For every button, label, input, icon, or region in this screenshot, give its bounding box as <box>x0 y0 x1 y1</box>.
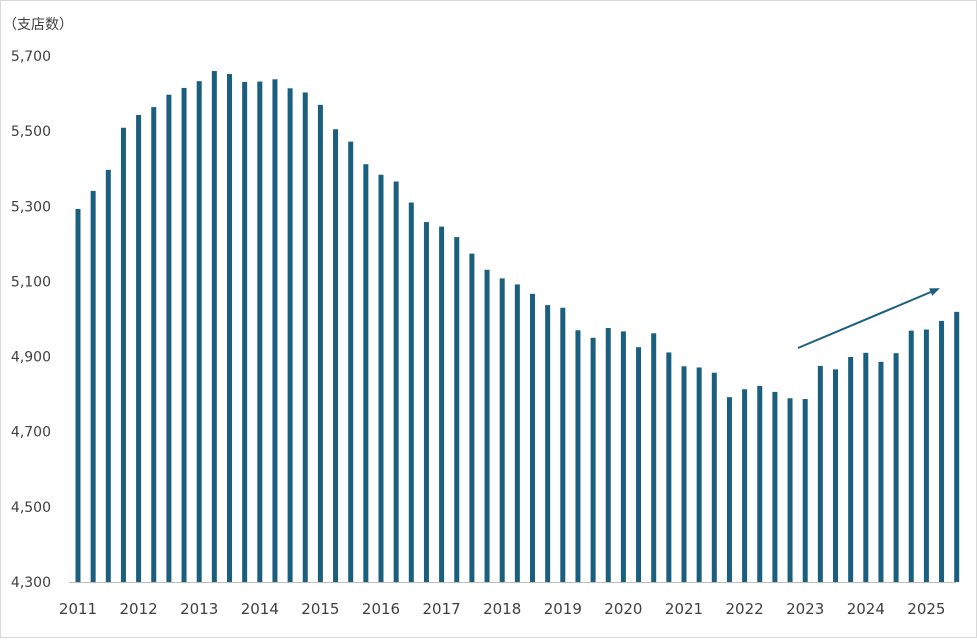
x-tick-label: 2020 <box>604 600 642 618</box>
bar <box>878 361 884 582</box>
x-tick-label: 2022 <box>726 600 764 618</box>
bar <box>787 398 793 582</box>
x-tick-label: 2019 <box>544 600 582 618</box>
bar <box>651 333 657 582</box>
bar <box>923 329 929 582</box>
bar <box>726 397 732 582</box>
x-tick-label: 2023 <box>786 600 824 618</box>
x-tick-label: 2012 <box>120 600 158 618</box>
y-tick-label: 4,500 <box>11 500 51 516</box>
y-tick-label: 5,700 <box>11 49 51 65</box>
y-tick-label: 4,300 <box>11 575 51 591</box>
bar <box>363 164 369 582</box>
bar <box>439 226 445 582</box>
bar <box>893 353 899 582</box>
bar <box>954 311 960 582</box>
bar <box>681 366 687 582</box>
bar <box>560 307 566 582</box>
bar <box>454 237 460 582</box>
bar <box>499 278 505 582</box>
bar <box>166 94 172 582</box>
x-tick-label: 2025 <box>907 600 945 618</box>
bar <box>742 389 748 582</box>
bar <box>514 284 520 582</box>
bar <box>833 369 838 582</box>
y-tick-label: 5,500 <box>11 124 51 140</box>
bar <box>348 141 354 582</box>
bar <box>423 222 429 582</box>
bar <box>848 356 854 582</box>
y-tick-label: 4,700 <box>11 425 51 441</box>
bar <box>151 107 157 582</box>
x-tick-label: 2013 <box>180 600 218 618</box>
bar <box>802 399 808 582</box>
bar <box>666 352 672 582</box>
bar <box>136 114 142 583</box>
bar <box>590 337 596 582</box>
bar <box>408 202 414 582</box>
x-tick-label: 2011 <box>59 600 97 618</box>
y-tick-label: 5,100 <box>11 274 51 290</box>
y-tick-label: 4,900 <box>11 350 51 366</box>
bar <box>484 269 490 582</box>
bar <box>90 190 96 582</box>
bar <box>696 367 702 582</box>
bar <box>545 305 551 582</box>
bar <box>772 391 778 582</box>
x-axis: 2011 2012 2013 2014 2015 2016 2017 2018 2019 2020… <box>59 600 946 618</box>
y-axis-unit-label: （支店数） <box>3 17 73 33</box>
bar <box>908 330 914 582</box>
bar <box>605 328 611 582</box>
bar <box>196 81 202 583</box>
bar <box>636 347 642 582</box>
bar <box>863 352 869 582</box>
x-tick-label: 2015 <box>301 600 339 618</box>
bar <box>75 208 81 583</box>
bar <box>317 104 323 582</box>
bar <box>817 365 823 582</box>
bar <box>287 88 293 582</box>
bar <box>302 92 308 582</box>
x-tick-label: 2021 <box>665 600 703 618</box>
bar <box>393 181 399 583</box>
bar <box>530 293 535 582</box>
bar <box>575 330 581 582</box>
bar <box>378 174 384 583</box>
bar <box>120 127 126 582</box>
bar-series <box>75 71 960 583</box>
bar <box>333 129 339 582</box>
x-tick-label: 2018 <box>483 600 521 618</box>
trend-arrow <box>797 288 940 349</box>
bar <box>272 79 278 582</box>
bar <box>620 331 626 582</box>
x-tick-label: 2014 <box>241 600 279 618</box>
bar <box>181 87 187 582</box>
bar <box>257 81 263 583</box>
bar <box>757 385 763 582</box>
bar <box>469 253 475 582</box>
bar <box>105 169 111 582</box>
bar <box>227 74 232 582</box>
x-tick-label: 2024 <box>847 600 885 618</box>
bar <box>211 71 217 582</box>
x-tick-label: 2017 <box>423 600 461 618</box>
x-tick-label: 2016 <box>362 600 400 618</box>
bar <box>939 320 945 582</box>
bar <box>711 372 717 582</box>
y-axis: 4,300 4,500 4,700 4,900 5,100 5,300 5,500 5,700 <box>11 49 51 591</box>
bar <box>242 81 248 583</box>
y-tick-label: 5,300 <box>11 199 51 215</box>
